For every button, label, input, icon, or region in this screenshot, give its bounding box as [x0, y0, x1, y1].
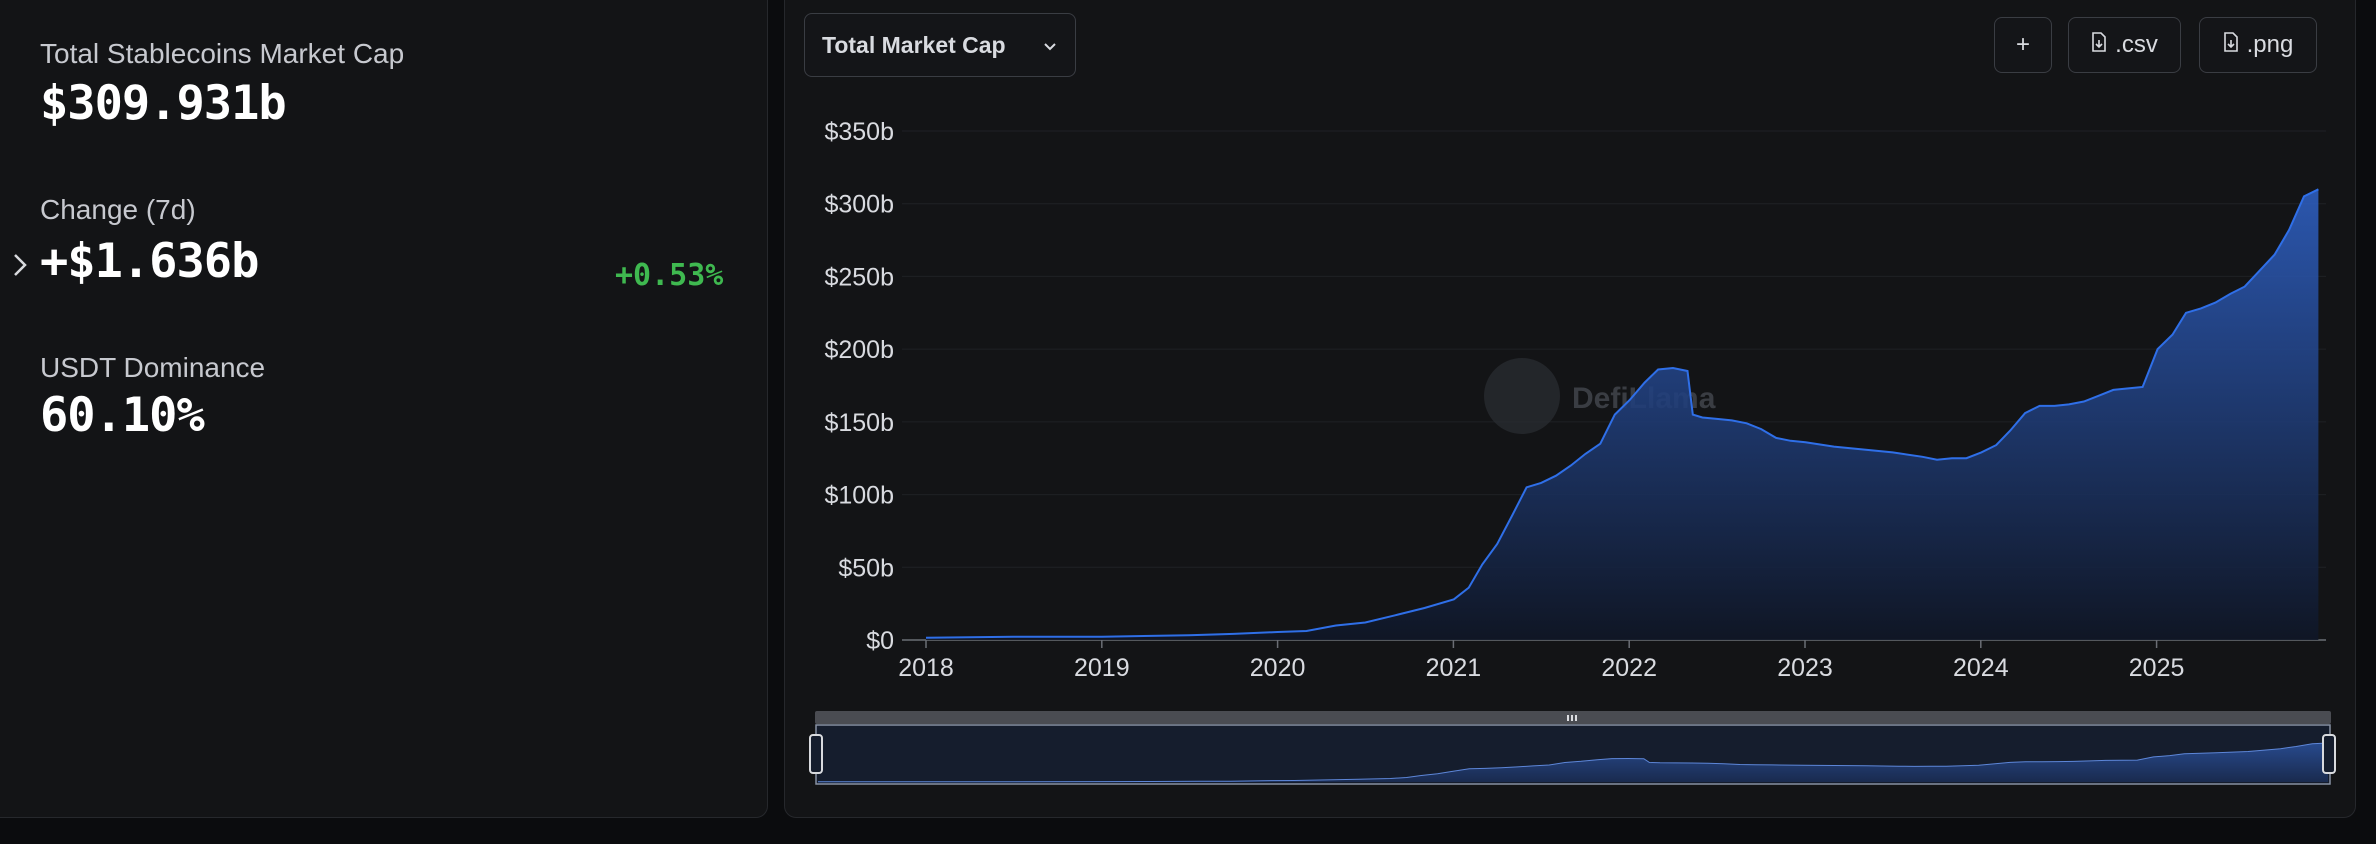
x-tick-label: 2018 — [898, 654, 954, 682]
minimap-line — [817, 742, 2329, 783]
chevron-right-icon[interactable] — [12, 252, 28, 283]
metric-selector-label: Total Market Cap — [822, 31, 1006, 58]
download-csv-label: .csv — [2115, 31, 2158, 58]
x-tick-label: 2023 — [1777, 654, 1833, 682]
x-tick-label: 2024 — [1953, 654, 2009, 682]
file-image-icon — [2223, 31, 2239, 59]
brush-grip-icon[interactable] — [1567, 715, 1577, 721]
usdt-dominance-label: USDT Dominance — [40, 352, 266, 383]
change-label: Change (7d) — [40, 194, 196, 225]
y-tick-label: $50b — [838, 554, 894, 582]
y-tick-label: $150b — [824, 409, 894, 437]
y-tick-label: $0 — [866, 627, 894, 655]
metric-selector[interactable]: Total Market Cap — [804, 13, 1076, 77]
x-tick-label: 2022 — [1601, 654, 1657, 682]
market-cap-label: Total Stablecoins Market Cap — [40, 38, 405, 69]
series-line — [925, 188, 2319, 639]
llama-logo-icon — [1484, 358, 1560, 434]
download-png-button[interactable]: .png — [2199, 17, 2317, 73]
x-tick-label: 2025 — [2129, 654, 2185, 682]
stats-panel — [0, 0, 768, 818]
y-tick-label: $250b — [824, 263, 894, 291]
x-tick-label: 2021 — [1426, 654, 1482, 682]
x-tick-label: 2020 — [1250, 654, 1306, 682]
download-csv-button[interactable]: .csv — [2068, 17, 2181, 73]
usdt-dominance-value: 60.10% — [40, 388, 205, 443]
y-tick-label: $350b — [824, 118, 894, 146]
y-tick-label: $200b — [824, 336, 894, 364]
minimap-area — [818, 743, 2328, 782]
change-value: +$1.636b — [40, 234, 259, 289]
market-cap-value: $309.931b — [40, 76, 287, 131]
area-fill — [926, 189, 2319, 641]
brush-left-handle[interactable] — [809, 734, 823, 774]
add-button[interactable]: + — [1994, 17, 2052, 73]
x-tick-label: 2019 — [1074, 654, 1130, 682]
change-percent: +0.53% — [615, 258, 724, 293]
y-tick-label: $300b — [824, 191, 894, 219]
y-tick-label: $100b — [824, 482, 894, 510]
add-button-label: + — [2015, 31, 2030, 58]
chevron-down-icon — [1041, 34, 1059, 61]
download-png-label: .png — [2246, 31, 2294, 58]
brush-right-handle[interactable] — [2322, 734, 2336, 774]
file-download-icon — [2091, 31, 2107, 59]
